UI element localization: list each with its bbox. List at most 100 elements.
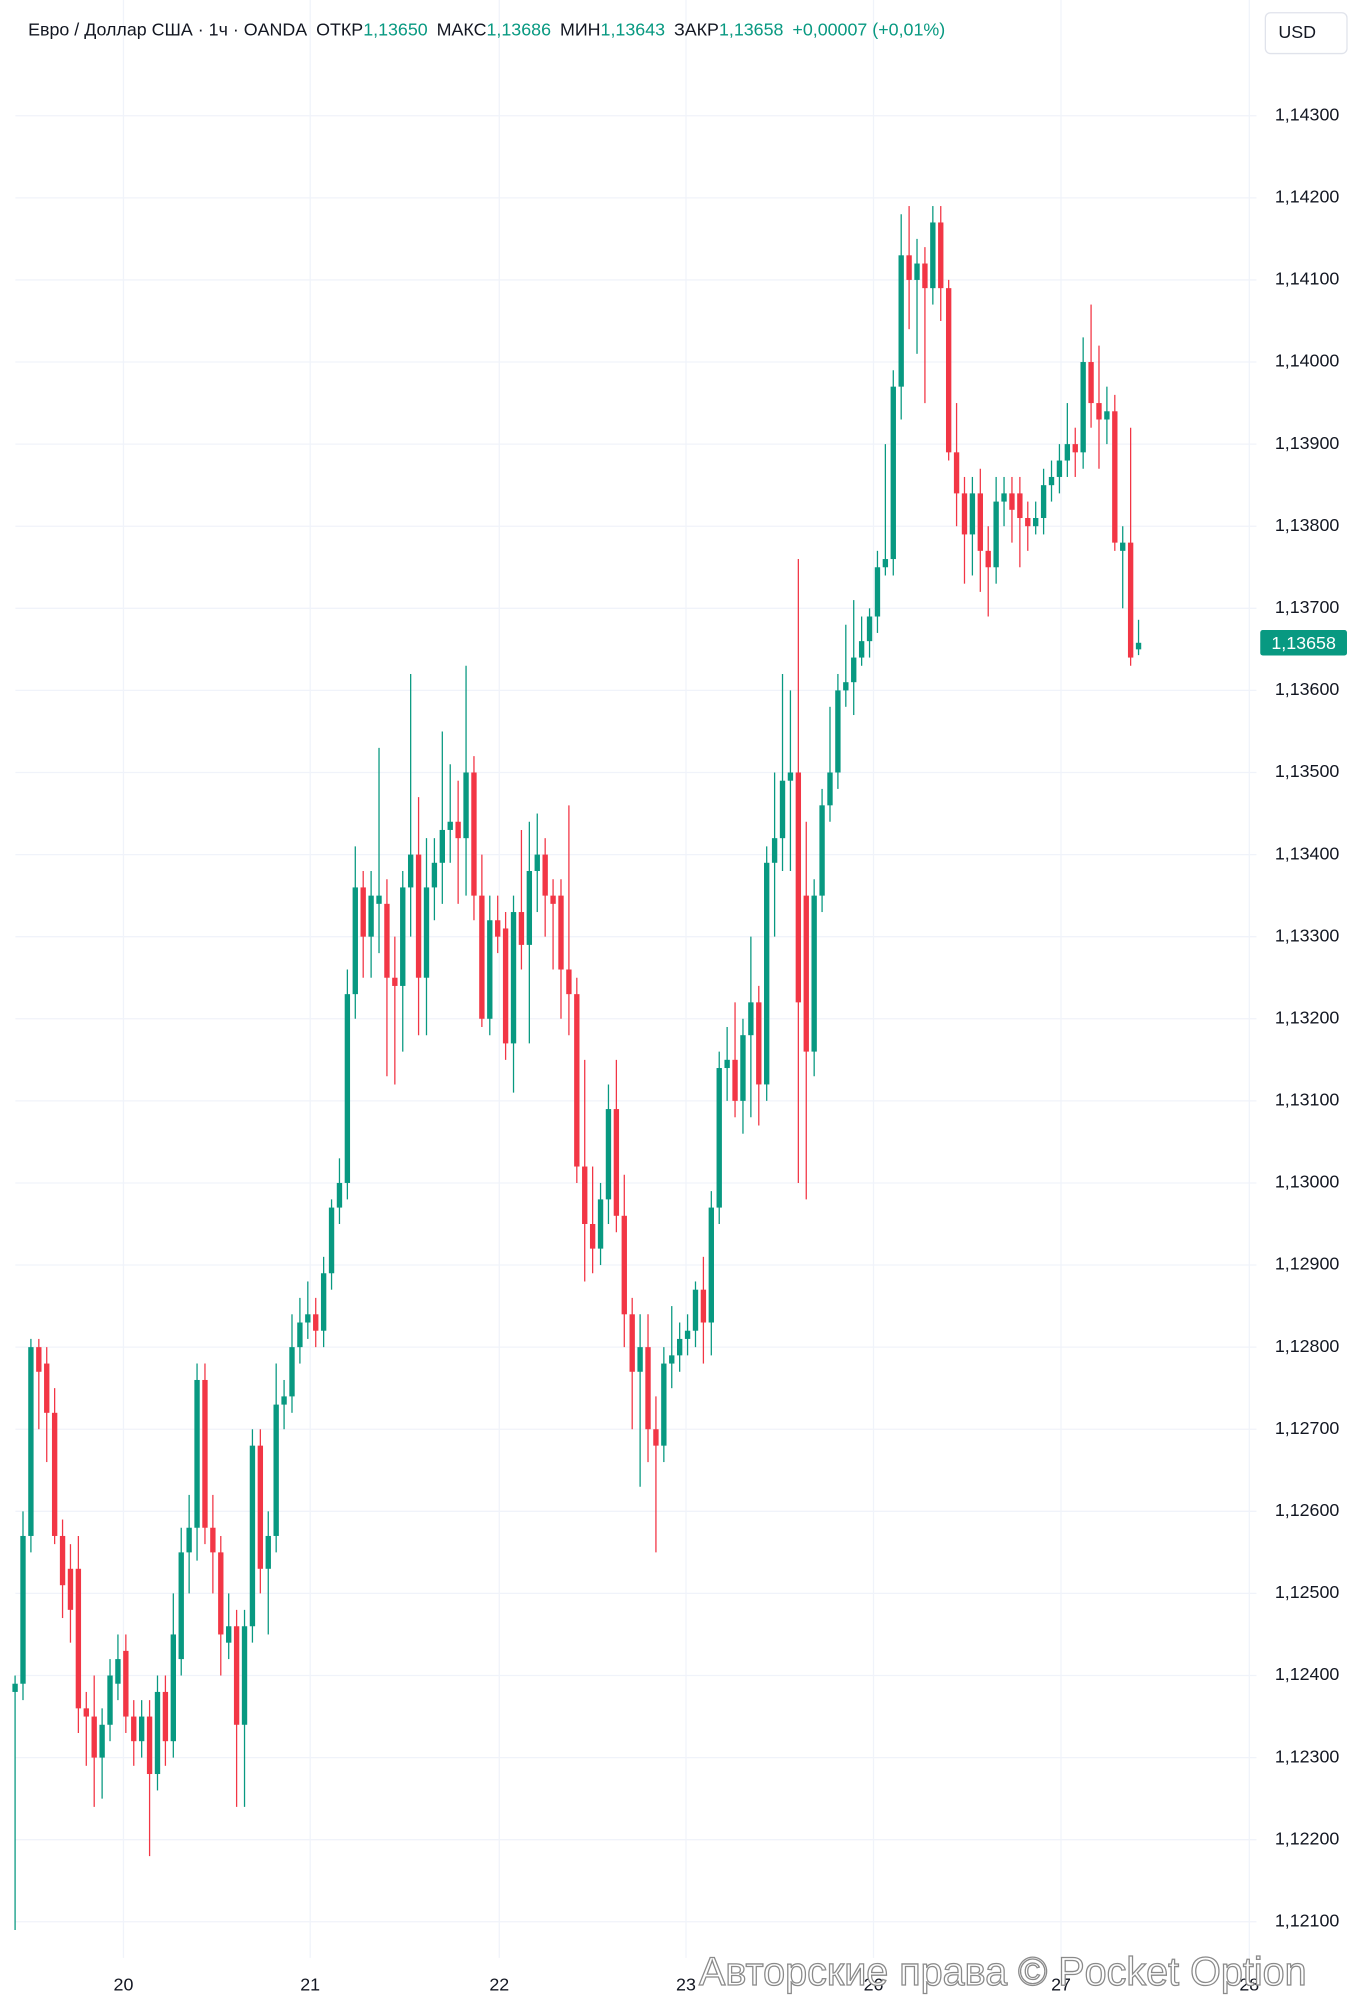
- candle-body: [938, 222, 944, 289]
- candle-body: [922, 263, 928, 289]
- y-tick-label: 1,14300: [1275, 104, 1340, 124]
- candle-body: [12, 1683, 18, 1692]
- candle-body: [732, 1059, 738, 1101]
- candle-body: [684, 1330, 691, 1339]
- grid: [15, 0, 1257, 1958]
- header: Евро / Доллар США · 1ч · OANDA ОТКР1,1365…: [28, 19, 945, 39]
- candle-body: [281, 1396, 287, 1405]
- candle-body: [827, 772, 833, 806]
- candle-body: [764, 862, 770, 1085]
- candle-body: [407, 854, 414, 888]
- candle-body: [779, 780, 786, 839]
- stat-label: ЗАКР: [674, 19, 719, 39]
- candle-body: [518, 912, 525, 945]
- candle-body: [28, 1347, 34, 1536]
- candle-body: [1072, 444, 1078, 453]
- x-tick-label: 26: [864, 1975, 884, 1995]
- candle-body: [700, 1289, 707, 1323]
- candle-body: [320, 1273, 327, 1331]
- candle-body: [67, 1568, 74, 1610]
- y-tick-label: 1,12800: [1275, 1336, 1340, 1356]
- candle-body: [289, 1347, 295, 1397]
- candle-body: [534, 854, 540, 872]
- last-price-tag: [1260, 630, 1347, 656]
- candle-body: [898, 255, 904, 387]
- candle-body: [1127, 542, 1134, 658]
- candle-body: [170, 1634, 176, 1742]
- stat-value: 1,13658: [719, 19, 784, 39]
- currency[interactable]: USD: [1278, 22, 1316, 42]
- candle-body: [131, 1716, 137, 1742]
- candle-body: [463, 772, 469, 839]
- y-tick-label: 1,12900: [1275, 1254, 1340, 1274]
- y-tick-label: 1,12200: [1275, 1828, 1340, 1848]
- candle-body: [1009, 493, 1015, 510]
- candle-body: [194, 1379, 200, 1528]
- candle-body: [328, 1207, 335, 1274]
- candle-body: [1017, 493, 1023, 519]
- candle-body: [977, 493, 983, 551]
- candle-body: [748, 1002, 754, 1036]
- candle-body: [669, 1355, 675, 1364]
- candle-body: [542, 854, 548, 896]
- candle-body: [613, 1109, 620, 1216]
- candle-body: [313, 1314, 319, 1331]
- candle-body: [415, 854, 422, 978]
- candle-body: [44, 1363, 50, 1413]
- candle-body: [186, 1527, 192, 1553]
- candle-body: [1040, 485, 1047, 519]
- y-tick-label: 1,13900: [1275, 433, 1340, 453]
- candle-body: [724, 1059, 730, 1069]
- candle-body: [566, 969, 572, 995]
- x-tick-label: 22: [489, 1975, 509, 1995]
- candle-body: [1096, 403, 1102, 420]
- watermark: Авторские права © Pocket Option: [699, 1950, 1307, 1994]
- y-tick-label: 1,14200: [1275, 187, 1340, 207]
- y-tick-label: 1,13200: [1275, 1007, 1340, 1027]
- x-tick-label: 23: [676, 1975, 696, 1995]
- candle-body: [431, 862, 438, 888]
- y-tick-label: 1,12100: [1275, 1911, 1340, 1931]
- y-tick-label: 1,13300: [1275, 925, 1340, 945]
- currency-box[interactable]: [1264, 12, 1348, 55]
- candle-body: [740, 1035, 746, 1101]
- candle-body: [803, 895, 809, 1052]
- candle-body: [162, 1691, 169, 1742]
- candle-body: [368, 895, 374, 937]
- candle-body: [226, 1626, 232, 1643]
- candle-body: [969, 493, 976, 535]
- candle-body: [874, 567, 881, 617]
- candle-body: [843, 682, 849, 691]
- stat-value: 1,13686: [487, 19, 552, 39]
- candle-body: [645, 1347, 651, 1430]
- candle-body: [771, 838, 778, 863]
- candle-body: [455, 821, 461, 839]
- candle-body: [265, 1535, 271, 1569]
- y-tick-label: 1,12600: [1275, 1500, 1340, 1520]
- candle-body: [621, 1215, 627, 1315]
- candle-body: [597, 1199, 604, 1249]
- candle-body: [676, 1338, 683, 1356]
- y-tick-label: 1,12500: [1275, 1582, 1340, 1602]
- y-tick-label: 1,13800: [1275, 515, 1340, 535]
- candle-body: [811, 895, 817, 1052]
- candle-body: [146, 1716, 153, 1775]
- candle-body: [1104, 411, 1110, 420]
- candle-body: [953, 452, 960, 494]
- candle-body: [851, 657, 857, 683]
- candle-body: [819, 805, 825, 896]
- candle-body: [479, 895, 485, 1019]
- candle-body: [661, 1363, 667, 1446]
- candle-body: [91, 1716, 97, 1758]
- candle-body: [384, 903, 390, 978]
- candle-body: [123, 1650, 129, 1717]
- candle-body: [961, 493, 968, 535]
- candle-body: [1088, 362, 1094, 404]
- candle-body: [526, 871, 533, 945]
- candle-body: [653, 1429, 659, 1446]
- candle-body: [1080, 362, 1086, 453]
- y-tick-label: 1,12300: [1275, 1746, 1340, 1766]
- candle-body: [51, 1412, 58, 1536]
- candle-body: [344, 994, 351, 1183]
